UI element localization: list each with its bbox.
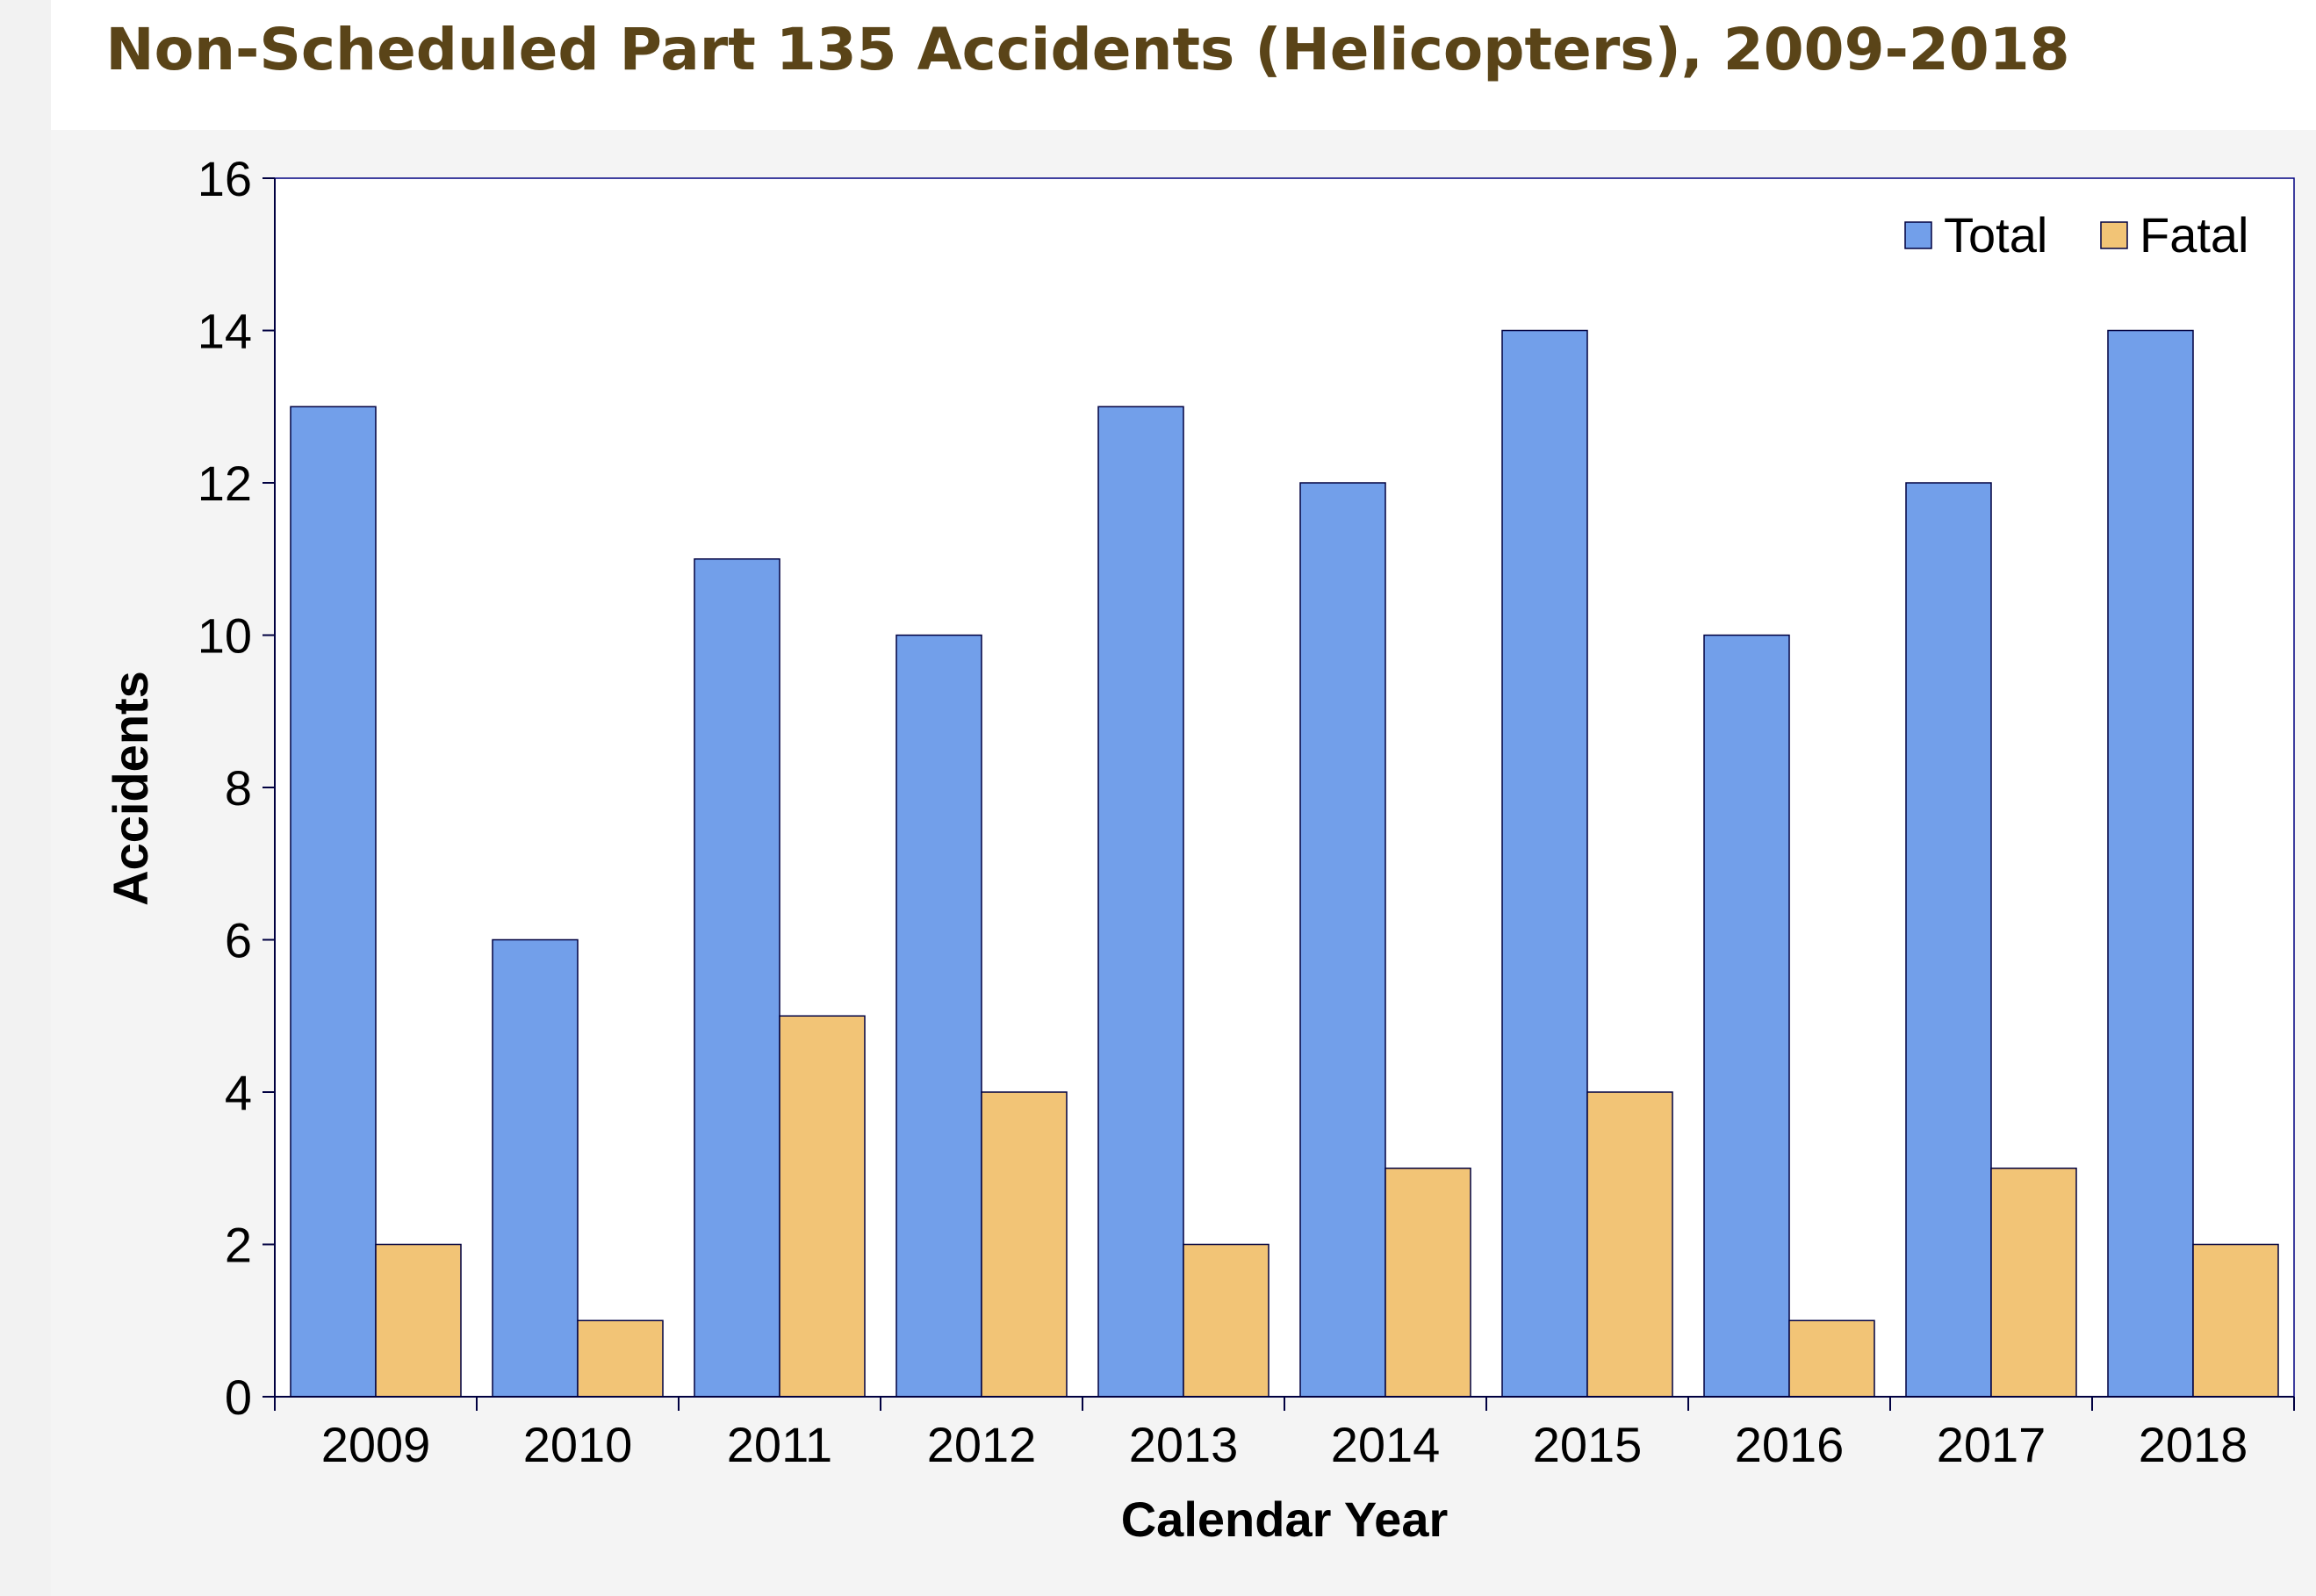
y-tick-label: 0: [225, 1370, 252, 1425]
legend-label-total: Total: [1944, 207, 2047, 262]
x-tick-label: 2015: [1533, 1417, 1643, 1472]
bar-total-2018: [2107, 329, 2194, 1398]
bar-total-2010: [492, 938, 579, 1398]
bar-fatal-2013: [1183, 1243, 1269, 1398]
bar-total-2012: [895, 634, 982, 1398]
legend-swatch-total: [1904, 221, 1932, 249]
bar-total-2014: [1299, 482, 1386, 1398]
legend-swatch-fatal: [2100, 221, 2128, 249]
bar-fatal-2009: [375, 1243, 462, 1398]
bar-fatal-2011: [779, 1015, 866, 1398]
x-axis-title: Calendar Year: [1121, 1492, 1449, 1547]
y-axis-title: Accidents: [103, 671, 158, 906]
legend-label-fatal: Fatal: [2140, 207, 2249, 262]
bar-total-2009: [290, 406, 377, 1398]
bar-fatal-2012: [981, 1091, 1068, 1398]
bar-fatal-2015: [1586, 1091, 1673, 1398]
bar-total-2017: [1905, 482, 1992, 1398]
y-tick-label: 16: [198, 151, 252, 206]
x-tick-label: 2010: [523, 1417, 633, 1472]
x-tick-label: 2018: [2139, 1417, 2248, 1472]
y-tick-label: 10: [198, 608, 252, 664]
bar-fatal-2010: [577, 1319, 664, 1398]
y-tick-label: 2: [225, 1218, 252, 1273]
outer-panel: [0, 0, 51, 1596]
y-tick-label: 6: [225, 913, 252, 968]
y-tick-label: 12: [198, 456, 252, 511]
legend: Total Fatal: [1904, 207, 2249, 262]
bar-fatal-2016: [1788, 1319, 1875, 1398]
x-tick-label: 2016: [1735, 1417, 1845, 1472]
x-tick-label: 2014: [1331, 1417, 1441, 1472]
x-tick-label: 2009: [321, 1417, 431, 1472]
chart-title: Non-Scheduled Part 135 Accidents (Helico…: [105, 16, 2070, 83]
y-tick-label: 14: [198, 304, 252, 359]
bar-total-2011: [694, 558, 780, 1398]
bars-group: [290, 329, 2279, 1398]
x-tick-label: 2017: [1937, 1417, 2046, 1472]
x-tick-label: 2011: [727, 1417, 832, 1472]
y-tick-label: 4: [225, 1065, 252, 1120]
x-tick-label: 2012: [927, 1417, 1037, 1472]
bar-fatal-2017: [1990, 1168, 2077, 1398]
bar-total-2013: [1097, 406, 1184, 1398]
y-tick-label: 8: [225, 760, 252, 816]
bar-fatal-2014: [1385, 1168, 1471, 1398]
axes-group: 0 2 4 6 8 10 12 14 16 2009 2010 2011 2012 2013 2014 201…: [198, 151, 2295, 1472]
bar-fatal-2018: [2192, 1243, 2279, 1398]
x-tick-label: 2013: [1129, 1417, 1239, 1472]
bar-total-2015: [1501, 329, 1588, 1398]
bar-total-2016: [1703, 634, 1790, 1398]
